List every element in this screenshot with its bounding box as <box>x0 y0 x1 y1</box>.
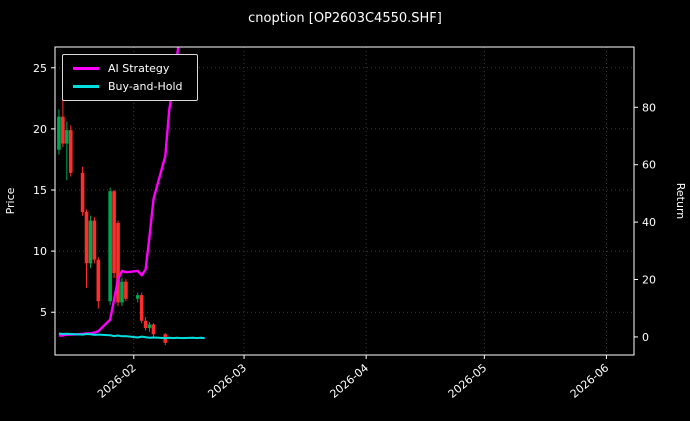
x-axis-tick-label: 2026-03 <box>205 361 249 401</box>
candle-body <box>108 191 112 302</box>
candle-body <box>84 212 89 264</box>
candle-body <box>96 259 101 302</box>
x-axis-tick-label: 2026-06 <box>568 361 612 401</box>
candle-body <box>139 295 144 321</box>
legend-item-buy-and-hold: Buy-and-Hold <box>73 81 183 92</box>
candle-body <box>116 223 120 303</box>
candle-body <box>80 172 85 212</box>
candle-body <box>120 281 124 303</box>
y-axis-tick-label-left: 10 <box>33 245 47 258</box>
legend: AI Strategy Buy-and-Hold <box>62 54 198 101</box>
y-axis-tick-label-left: 25 <box>33 62 47 75</box>
buy-and-hold-line-swatch <box>73 85 99 88</box>
y-axis-tick-label-right: 80 <box>642 101 656 114</box>
y-axis-tick-label-left: 20 <box>33 123 47 136</box>
candle-body <box>61 116 65 144</box>
candle-body <box>88 220 93 264</box>
candles-group <box>57 88 168 346</box>
legend-label-buy-and-hold: Buy-and-Hold <box>108 80 183 93</box>
y-axis-tick-label-left: 15 <box>33 184 47 197</box>
y-axis-tick-label-right: 20 <box>642 274 656 287</box>
candle-body <box>65 130 69 144</box>
candle-body <box>124 281 128 299</box>
candle-body <box>151 324 156 335</box>
chart-title: cnoption [OP2603C4550.SHF] <box>248 11 442 26</box>
x-axis-tick-label: 2026-04 <box>328 361 372 401</box>
y-axis-tick-label-right: 0 <box>642 331 649 344</box>
legend-label-ai-strategy: AI Strategy <box>108 62 170 75</box>
candle-body <box>143 320 148 329</box>
y-axis-label-left: Price <box>4 187 17 214</box>
y-axis-tick-label-right: 40 <box>642 216 656 229</box>
candle-body <box>68 130 73 173</box>
candle-body <box>112 191 116 274</box>
x-axis-tick-label: 2026-02 <box>95 361 139 401</box>
buy-and-hold-line <box>58 332 205 340</box>
ai-strategy-line-swatch <box>73 67 99 70</box>
x-axis-tick-label: 2026-05 <box>446 361 490 401</box>
y-axis-tick-label-right: 60 <box>642 159 656 172</box>
candle-body <box>147 324 152 329</box>
y-axis-tick-label-left: 5 <box>40 306 47 319</box>
y-axis-label-right: Return <box>674 183 687 220</box>
candle-body <box>57 116 61 150</box>
lines-group <box>58 47 205 340</box>
plot-border <box>54 46 635 356</box>
legend-item-ai-strategy: AI Strategy <box>73 63 183 74</box>
candle-body <box>92 220 97 260</box>
candle-body <box>135 295 140 299</box>
